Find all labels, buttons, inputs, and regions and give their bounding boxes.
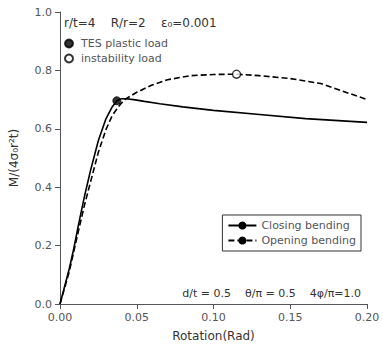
- svg-text:Opening bending: Opening bending: [261, 234, 356, 247]
- svg-text:0.4: 0.4: [35, 181, 53, 194]
- svg-text:0.00: 0.00: [48, 311, 73, 324]
- svg-text:d/t = 0.5 θ/π = 0.5 4φ/π: d/t = 0.5 θ/π = 0.5 4φ/π=1.0: [182, 287, 361, 300]
- svg-text:Rotation(Rad): Rotation(Rad): [172, 329, 255, 343]
- svg-text:0.6: 0.6: [35, 122, 53, 135]
- svg-text:Closing bending: Closing bending: [261, 219, 349, 232]
- svg-text:0.15: 0.15: [278, 311, 303, 324]
- svg-text:instability load: instability load: [81, 52, 162, 65]
- svg-text:0.8: 0.8: [35, 64, 53, 77]
- svg-text:M/(4σ₀r²t): M/(4σ₀r²t): [7, 129, 21, 187]
- svg-text:r/t=4 R/r=2 ε₀=0.001: r/t=4 R/r=2 ε₀=0.001: [64, 16, 217, 30]
- svg-text:0.2: 0.2: [35, 239, 53, 252]
- svg-text:1.0: 1.0: [35, 6, 53, 19]
- svg-text:0.05: 0.05: [125, 311, 150, 324]
- svg-text:TES plastic load: TES plastic load: [80, 37, 168, 50]
- svg-text:0.0: 0.0: [35, 298, 53, 311]
- svg-text:0.10: 0.10: [201, 311, 226, 324]
- svg-text:0.20: 0.20: [355, 311, 380, 324]
